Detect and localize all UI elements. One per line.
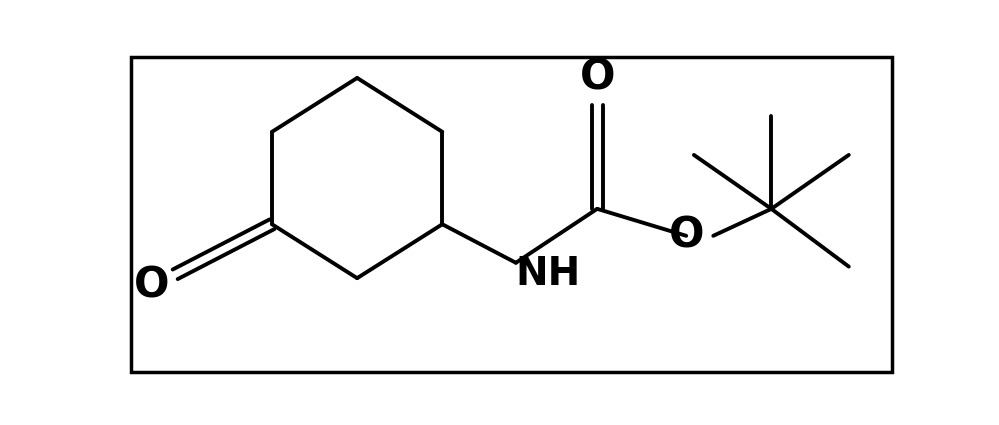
Text: O: O xyxy=(668,215,704,257)
Text: O: O xyxy=(134,265,170,307)
Text: O: O xyxy=(579,57,615,99)
Text: NH: NH xyxy=(515,255,581,293)
